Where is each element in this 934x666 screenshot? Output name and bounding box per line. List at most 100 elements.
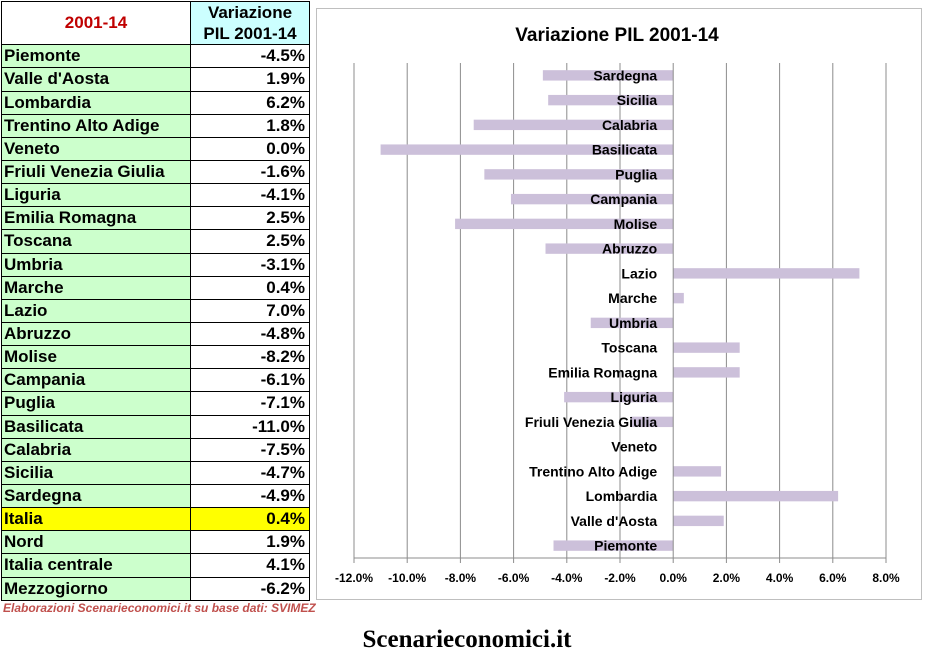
region-value: -6.1% [190, 368, 310, 393]
region-name: Umbria [1, 252, 191, 277]
region-value: -4.9% [190, 483, 310, 509]
region-name: Piemonte [1, 44, 191, 69]
chart-title: Variazione PIL 2001-14 [515, 25, 719, 46]
region-name: Toscana [1, 229, 191, 254]
table-row: Umbria -3.1% [1, 252, 310, 277]
region-name: Sardegna [1, 483, 191, 509]
table-row: Italia centrale 4.1% [1, 553, 310, 578]
region-value: 7.0% [190, 298, 310, 323]
region-value: -4.1% [190, 183, 310, 208]
table-row: Italia 0.4% [1, 507, 310, 532]
region-name: Friuli Venezia Giulia [1, 159, 191, 185]
region-value: -4.7% [190, 460, 310, 485]
bar [548, 94, 674, 106]
category-label: Umbria [609, 315, 657, 331]
table-row: Mezzogiorno -6.2% [1, 576, 310, 602]
table-row: Emilia Romagna 2.5% [1, 206, 310, 231]
table-header-row: 2001-14 Variazione PIL 2001-14 [1, 0, 310, 46]
region-value: -4.8% [190, 321, 310, 347]
category-label: Toscana [601, 340, 657, 356]
region-value: 1.9% [190, 67, 310, 92]
x-tick-label: 2.0% [713, 571, 741, 585]
category-label: Marche [608, 290, 657, 306]
bar [473, 119, 674, 131]
region-value: 0.0% [190, 136, 310, 161]
source-note: Elaborazioni Scenarieconomici.it su base… [3, 601, 316, 615]
x-tick-label: 8.0% [872, 571, 900, 585]
category-label: Liguria [611, 389, 658, 405]
category-label: Campania [590, 191, 657, 207]
category-label: Sardegna [593, 67, 657, 83]
bar [673, 292, 684, 304]
category-label: Friuli Venezia Giulia [525, 414, 657, 430]
category-label: Basilicata [592, 142, 658, 158]
category-label: Molise [614, 216, 658, 232]
table-row: Molise -8.2% [1, 345, 310, 370]
category-label: Calabria [602, 117, 657, 133]
region-value: 0.4% [190, 507, 310, 532]
table-row: Sardegna -4.9% [1, 483, 310, 509]
table-row: Nord 1.9% [1, 530, 310, 555]
bar [484, 169, 674, 180]
table-row: Basilicata -11.0% [1, 414, 310, 439]
region-name: Campania [1, 368, 191, 393]
header-period: 2001-14 [1, 0, 191, 46]
table-row: Valle d'Aosta 1.9% [1, 67, 310, 92]
x-tick-label: -2.0% [604, 571, 636, 585]
table-row: Trentino Alto Adige 1.8% [1, 113, 310, 138]
x-tick-label: -6.0% [498, 571, 530, 585]
x-tick-label: -4.0% [551, 571, 583, 585]
region-value: -1.6% [190, 159, 310, 185]
region-name: Lazio [1, 298, 191, 323]
region-name: Italia [1, 507, 191, 532]
table-row: Marche 0.4% [1, 275, 310, 300]
bar [380, 144, 674, 155]
bar [553, 540, 674, 551]
region-value: -7.5% [190, 437, 310, 462]
region-value: -8.2% [190, 345, 310, 370]
region-name: Abruzzo [1, 321, 191, 347]
table-row: Lombardia 6.2% [1, 90, 310, 115]
bar-chart: Variazione PIL 2001-14 -12.0% -10.0% -8.0%… [335, 25, 900, 585]
category-label: Abruzzo [602, 241, 657, 257]
region-name: Nord [1, 530, 191, 555]
region-value: 0.4% [190, 275, 310, 300]
region-name: Basilicata [1, 414, 191, 439]
table-row: Piemonte -4.5% [1, 44, 310, 69]
table-row: Abruzzo -4.8% [1, 321, 310, 347]
table-row: Sicilia -4.7% [1, 460, 310, 485]
header-variazione: Variazione PIL 2001-14 [190, 0, 310, 46]
category-label: Sicilia [617, 92, 658, 108]
region-name: Mezzogiorno [1, 576, 191, 602]
data-table: 2001-14 Variazione PIL 2001-14 Piemonte -… [1, 0, 310, 602]
bar [455, 218, 674, 230]
region-name: Puglia [1, 391, 191, 416]
table-row: Lazio 7.0% [1, 298, 310, 323]
x-tick-label: 4.0% [766, 571, 794, 585]
bar [673, 342, 740, 353]
region-name: Valle d'Aosta [1, 67, 191, 92]
region-name: Trentino Alto Adige [1, 113, 191, 138]
region-value: -11.0% [190, 414, 310, 439]
region-name: Liguria [1, 183, 191, 208]
category-label: Lazio [621, 265, 657, 281]
region-name: Lombardia [1, 90, 191, 115]
chart-frame [316, 8, 922, 600]
category-label: Lombardia [586, 488, 658, 504]
bar [673, 466, 722, 477]
bar [545, 243, 674, 254]
category-label: Valle d'Aosta [571, 513, 658, 529]
bar [510, 193, 674, 205]
x-tick-label: 6.0% [819, 571, 847, 585]
table-row: Veneto 0.0% [1, 136, 310, 161]
table-row: Friuli Venezia Giulia -1.6% [1, 159, 310, 185]
x-tick-label: -8.0% [445, 571, 477, 585]
table-row: Calabria -7.5% [1, 437, 310, 462]
bar [590, 317, 674, 329]
x-tick-label: -12.0% [335, 571, 373, 585]
region-value: -3.1% [190, 252, 310, 277]
region-value: 2.5% [190, 229, 310, 254]
bar [564, 391, 674, 403]
region-value: -4.5% [190, 44, 310, 69]
category-label: Emilia Romagna [548, 364, 657, 380]
